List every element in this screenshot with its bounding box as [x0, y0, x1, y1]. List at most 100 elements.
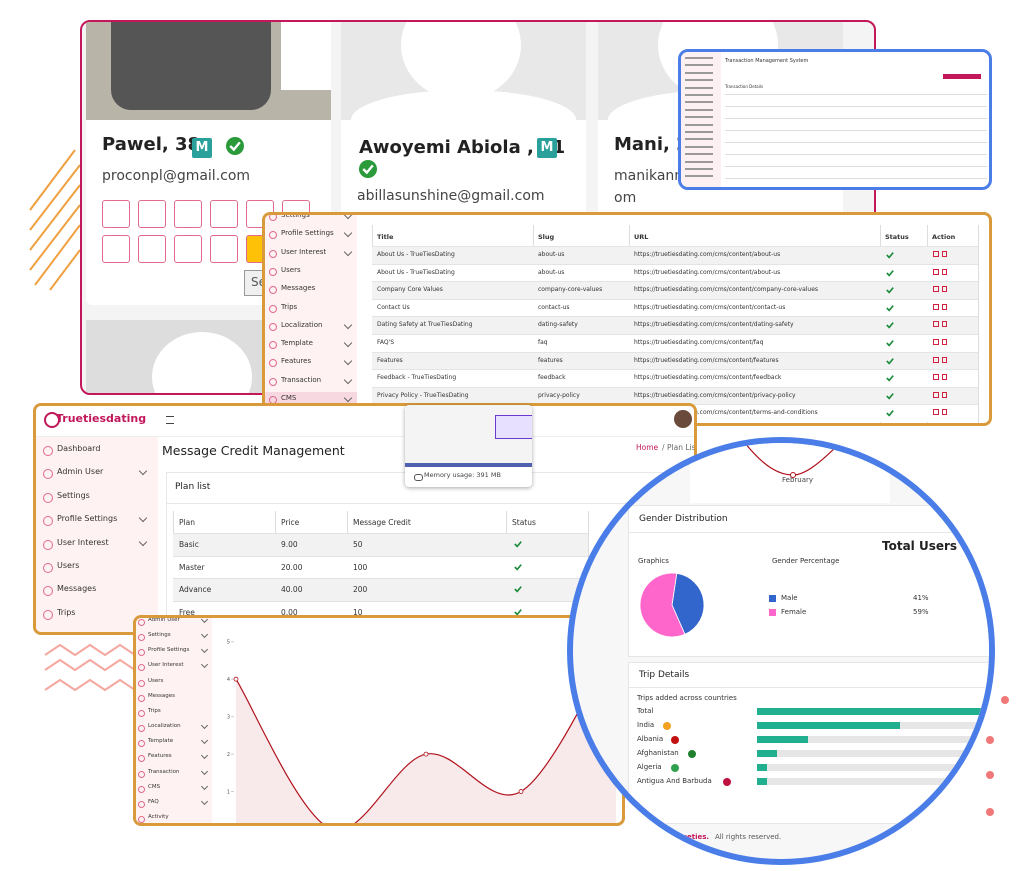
sidebar-item	[685, 123, 713, 126]
menu-item[interactable]: Features	[281, 357, 312, 366]
menu-item[interactable]: Localization	[281, 320, 323, 329]
menu-item[interactable]: Profile Settings	[148, 647, 190, 654]
edit-button[interactable]	[933, 268, 939, 275]
edit-button[interactable]	[933, 356, 939, 363]
action-button[interactable]	[102, 200, 130, 228]
y-tick-label[interactable]: 1	[227, 790, 230, 796]
cell-url: https://truetiesdating.com/cms/content/f…	[634, 339, 764, 346]
action-button[interactable]	[138, 235, 166, 263]
menu-item[interactable]: Users	[281, 265, 301, 274]
cell-slug: contact-us	[538, 303, 570, 311]
check-mark	[514, 608, 522, 616]
menu-toggle[interactable]	[166, 416, 174, 424]
delete-button[interactable]	[942, 374, 947, 381]
menu-icon	[138, 619, 145, 626]
action-button[interactable]	[102, 235, 130, 263]
percentage-value: 41%	[913, 594, 929, 602]
y-tick-label[interactable]: 3	[227, 715, 230, 721]
delete-button[interactable]	[942, 356, 947, 363]
avatar[interactable]	[674, 410, 692, 428]
delete-button[interactable]	[942, 339, 947, 345]
menu-item[interactable]: Settings	[57, 490, 90, 500]
menu-item[interactable]: Trips	[281, 302, 298, 311]
y-tick-label[interactable]: 4	[227, 677, 230, 683]
action-button[interactable]	[138, 200, 166, 228]
action-button[interactable]	[210, 200, 238, 228]
flag	[688, 750, 697, 758]
menu-item[interactable]: User Interest	[57, 537, 109, 547]
table-row	[173, 578, 588, 601]
menu-item[interactable]: Settings	[281, 212, 310, 219]
sidebar-item	[685, 145, 713, 148]
menu-item[interactable]: Template	[281, 339, 313, 348]
edit-button[interactable]	[933, 374, 939, 381]
delete-button[interactable]	[942, 409, 947, 416]
menu-item[interactable]: Dashboard	[57, 444, 101, 453]
search-button[interactable]	[943, 74, 981, 79]
delete-button[interactable]	[942, 391, 947, 398]
table-row	[725, 178, 987, 179]
menu-item[interactable]: Settings	[148, 632, 171, 639]
edit-button[interactable]	[933, 303, 939, 310]
menu-item[interactable]: CMS	[281, 394, 297, 402]
delete-button[interactable]	[942, 251, 947, 257]
menu-item[interactable]: FAQ	[148, 798, 159, 805]
menu-item[interactable]: CMS	[148, 783, 161, 790]
check-mark	[886, 287, 894, 294]
menu-icon	[138, 694, 145, 702]
edit-button[interactable]	[933, 321, 939, 328]
table-row	[372, 263, 978, 282]
menu-item[interactable]: Messages	[57, 584, 97, 594]
menu-item[interactable]: Template	[148, 738, 174, 745]
profile-email: om	[614, 190, 637, 206]
delete-button[interactable]	[942, 286, 947, 293]
cell-url: https://truetiesdating.com/cms/content/d…	[634, 321, 794, 329]
delete-button[interactable]	[942, 321, 947, 328]
edit-button[interactable]	[933, 391, 939, 398]
edit-button[interactable]	[933, 339, 939, 345]
transaction-panel: Transaction Management System Transaction…	[678, 49, 992, 190]
menu-item[interactable]: Transaction	[281, 375, 322, 384]
cell-url: https://truetiesdating.com/cms/content/a…	[634, 268, 781, 276]
check-mark	[514, 586, 522, 593]
breadcrumb: Plan List	[667, 443, 697, 452]
edit-button[interactable]	[933, 251, 939, 257]
table-row	[372, 281, 978, 299]
menu-item[interactable]: Features	[148, 753, 172, 760]
menu-item[interactable]: Localization	[148, 723, 181, 730]
menu-item[interactable]: Admin User	[148, 617, 180, 623]
sidebar-item	[685, 79, 713, 82]
y-tick-label[interactable]: 2	[227, 752, 230, 758]
action-button[interactable]	[210, 235, 238, 263]
delete-button[interactable]	[942, 268, 947, 275]
menu-icon	[269, 286, 277, 295]
check-icon	[886, 287, 894, 294]
menu-item[interactable]: Trips	[148, 707, 161, 714]
table-cell: 9.00	[281, 540, 298, 549]
footer-text: All rights reserved.	[715, 833, 782, 841]
action-button[interactable]	[174, 235, 202, 263]
menu-item[interactable]: Activity	[148, 813, 169, 820]
menu-item[interactable]: Users	[148, 677, 164, 684]
menu-item[interactable]: Trips	[57, 607, 76, 617]
menu-item[interactable]: Admin User	[57, 467, 104, 477]
check-icon	[514, 608, 522, 616]
menu-item[interactable]: Users	[57, 561, 80, 570]
delete-button[interactable]	[942, 303, 947, 310]
table-cell: 200	[353, 585, 368, 594]
cell-slug: about-us	[538, 268, 565, 276]
menu-item[interactable]: Profile Settings	[57, 514, 118, 524]
edit-button[interactable]	[933, 286, 939, 293]
menu-item[interactable]: Messages	[148, 692, 175, 699]
table-row	[372, 351, 978, 370]
menu-item[interactable]: Profile Settings	[281, 229, 334, 238]
menu-item[interactable]: User Interest	[281, 247, 327, 256]
edit-button[interactable]	[933, 409, 939, 416]
breadcrumb[interactable]: Home	[636, 443, 659, 452]
menu-item[interactable]: Transaction	[148, 768, 180, 775]
menu-item[interactable]: User Interest	[148, 662, 184, 669]
action-button[interactable]	[174, 200, 202, 228]
menu-item[interactable]: Messages	[281, 284, 316, 293]
sidebar-item	[685, 153, 713, 156]
y-tick-label[interactable]: 5	[227, 640, 230, 646]
